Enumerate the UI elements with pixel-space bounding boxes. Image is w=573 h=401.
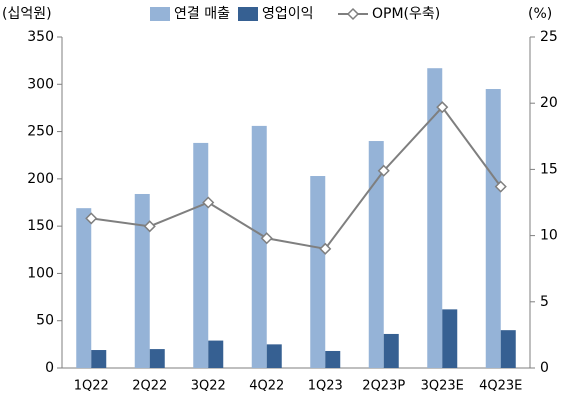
y2-tick-label: 25 (540, 29, 558, 45)
y-tick-label: 200 (27, 171, 54, 187)
x-tick-label: 4Q23E (479, 379, 522, 394)
y2-tick-label: 20 (540, 95, 558, 111)
y-tick-label: 50 (36, 313, 54, 329)
x-tick-label: 3Q23E (421, 379, 464, 394)
legend-label: 연결 매출 (174, 6, 230, 22)
y-tick-label: 250 (27, 124, 54, 140)
y2-tick-label: 10 (540, 228, 558, 244)
marker (260, 232, 273, 245)
y2-tick-label: 0 (540, 360, 549, 376)
bar (368, 141, 384, 368)
legend-label: 영업이익 (262, 6, 314, 22)
bar (442, 309, 458, 368)
bar (325, 350, 341, 368)
y-tick-label: 350 (27, 29, 54, 45)
bar (427, 68, 443, 369)
x-tick-label: 3Q22 (191, 379, 226, 394)
x-tick-label: 2Q23P (362, 379, 405, 394)
bar (76, 208, 92, 368)
y2-tick-label: 15 (540, 161, 558, 177)
x-tick-label: 4Q22 (249, 379, 284, 394)
legend-swatch (150, 7, 170, 21)
marker (85, 212, 98, 225)
y-tick-label: 100 (27, 265, 54, 281)
bar (383, 333, 399, 368)
marker (319, 242, 332, 255)
bar (149, 349, 165, 368)
legend-marker (346, 7, 360, 21)
marker (494, 180, 507, 193)
y-tick-label: 0 (45, 360, 54, 376)
x-tick-label: 1Q22 (74, 379, 109, 394)
y-tick-label: 300 (27, 76, 54, 92)
legend-swatch (238, 7, 258, 21)
y2-tick-label: 5 (540, 294, 549, 310)
marker (377, 164, 390, 177)
marker (202, 196, 215, 209)
bar (266, 344, 282, 368)
x-tick-label: 2Q22 (132, 379, 167, 394)
bar (485, 89, 501, 368)
bar (310, 176, 326, 368)
bar (193, 142, 209, 368)
marker (143, 220, 156, 233)
x-tick-label: 1Q23 (308, 379, 343, 394)
bar (134, 193, 150, 368)
y-axis-label: (십억원) (2, 6, 52, 22)
legend-label: OPM(우축) (372, 6, 440, 22)
bar (251, 125, 267, 368)
y2-axis-label: (%) (528, 6, 552, 22)
bar (91, 350, 107, 368)
marker (436, 101, 449, 114)
y-tick-label: 150 (27, 218, 54, 234)
line (91, 105, 502, 250)
bar (500, 330, 516, 368)
bar (208, 340, 224, 368)
